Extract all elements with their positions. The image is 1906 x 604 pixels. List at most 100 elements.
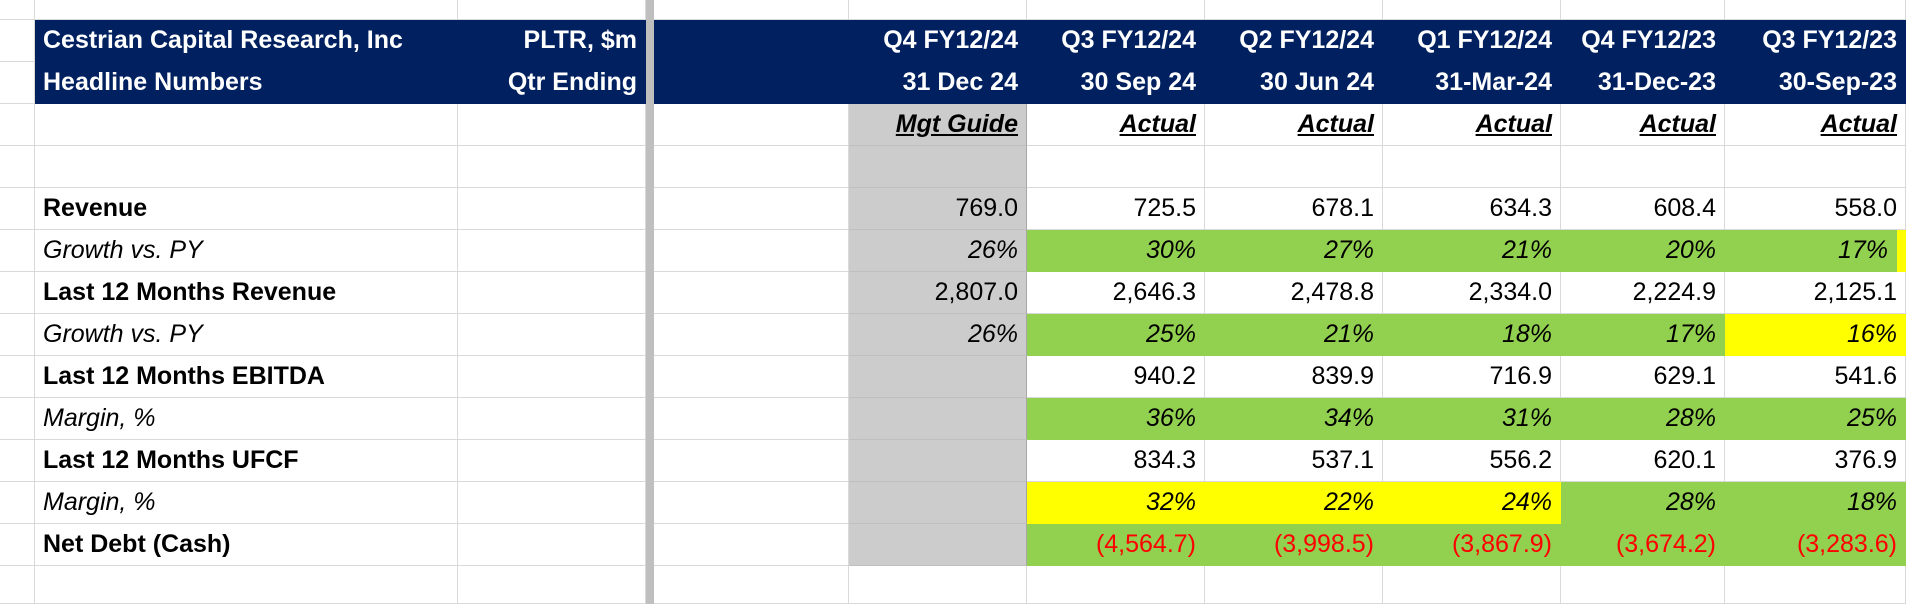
col-kind-2[interactable]: Actual [1027,104,1205,146]
col-kind-6[interactable]: Actual [1725,104,1906,146]
value-cell[interactable]: 30% [1027,230,1205,272]
value-cell[interactable]: 32% [1027,482,1205,524]
cell-blank[interactable] [458,440,646,482]
cell-blank[interactable] [1205,146,1383,188]
col-quarter-1[interactable]: Q4 FY12/24 [849,20,1027,62]
cell-blank[interactable] [1205,566,1383,604]
cell-blank[interactable] [0,20,35,62]
row-label-ltm-ebitda[interactable]: Last 12 Months EBITDA [35,356,458,398]
qtr-ending-label[interactable]: Qtr Ending [458,62,646,104]
cell-blank[interactable] [0,566,35,604]
cell-blank[interactable] [35,146,458,188]
value-cell[interactable]: 537.1 [1205,440,1383,482]
value-cell[interactable]: 2,807.0 [849,272,1027,314]
col-date-6[interactable]: 30-Sep-23 [1725,62,1906,104]
col-date-4[interactable]: 31-Mar-24 [1383,62,1561,104]
cell-blank[interactable] [458,356,646,398]
cell-blank[interactable] [458,146,646,188]
col-kind-3[interactable]: Actual [1205,104,1383,146]
cell-blank[interactable] [458,398,646,440]
value-cell[interactable]: 716.9 [1383,356,1561,398]
cell-blank[interactable] [0,0,35,20]
cell-blank[interactable] [458,0,646,20]
cell-blank[interactable] [1561,0,1725,20]
cell-blank[interactable] [654,188,849,230]
col-date-3[interactable]: 30 Jun 24 [1205,62,1383,104]
cell-blank[interactable] [1205,0,1383,20]
cell-blank[interactable] [1725,0,1906,20]
cell-blank[interactable] [458,230,646,272]
row-label-ltm-revenue[interactable]: Last 12 Months Revenue [35,272,458,314]
cell-blank[interactable] [654,440,849,482]
value-cell[interactable]: 629.1 [1561,356,1725,398]
value-cell[interactable]: 541.6 [1725,356,1906,398]
value-cell[interactable]: (3,867.9) [1383,524,1561,566]
value-cell[interactable]: 2,646.3 [1027,272,1205,314]
cell-blank[interactable] [0,146,35,188]
sheet-subtitle[interactable]: Headline Numbers [35,62,458,104]
value-cell[interactable]: 17% [1725,230,1897,272]
value-cell[interactable]: 839.9 [1205,356,1383,398]
value-cell[interactable]: 940.2 [1027,356,1205,398]
value-cell[interactable]: 2,224.9 [1561,272,1725,314]
value-cell[interactable]: 2,334.0 [1383,272,1561,314]
highlight-cell[interactable] [1897,230,1906,272]
cell-blank[interactable] [1725,566,1906,604]
row-label-ebitda-margin[interactable]: Margin, % [35,398,458,440]
col-kind-5[interactable]: Actual [1561,104,1725,146]
value-cell[interactable]: 2,125.1 [1725,272,1906,314]
cell-blank[interactable] [458,566,646,604]
cell-blank[interactable] [35,0,458,20]
value-cell[interactable]: 20% [1561,230,1725,272]
col-date-2[interactable]: 30 Sep 24 [1027,62,1205,104]
cell-blank[interactable] [849,0,1027,20]
col-quarter-3[interactable]: Q2 FY12/24 [1205,20,1383,62]
row-label-ltm-growth[interactable]: Growth vs. PY [35,314,458,356]
col-date-1[interactable]: 31 Dec 24 [849,62,1027,104]
value-cell[interactable]: 834.3 [1027,440,1205,482]
col-quarter-2[interactable]: Q3 FY12/24 [1027,20,1205,62]
value-cell[interactable]: (3,283.6) [1725,524,1906,566]
value-cell[interactable]: (4,564.7) [1027,524,1205,566]
cell-blank[interactable] [458,524,646,566]
cell-blank[interactable] [0,188,35,230]
cell-blank[interactable] [0,230,35,272]
cell-blank[interactable] [0,398,35,440]
cell-blank[interactable] [654,146,849,188]
cell-blank[interactable] [0,356,35,398]
value-cell[interactable]: 725.5 [1027,188,1205,230]
value-cell[interactable]: 21% [1383,230,1561,272]
cell-blank[interactable] [1027,0,1205,20]
value-cell[interactable]: 620.1 [1561,440,1725,482]
cell-blank[interactable] [1561,146,1725,188]
cell-blank[interactable] [0,482,35,524]
cell-blank[interactable] [0,440,35,482]
cell-blank[interactable] [1725,146,1906,188]
cell-blank[interactable] [654,524,849,566]
cell-blank[interactable] [1027,566,1205,604]
cell-blank[interactable] [849,566,1027,604]
value-cell[interactable]: 678.1 [1205,188,1383,230]
cell-blank[interactable] [1561,566,1725,604]
cell-blank[interactable] [1027,146,1205,188]
row-label-net-debt[interactable]: Net Debt (Cash) [35,524,458,566]
cell-blank[interactable] [458,104,646,146]
cell-blank[interactable] [0,524,35,566]
cell-blank[interactable] [654,230,849,272]
cell-blank[interactable] [0,314,35,356]
cell-blank[interactable] [1383,146,1561,188]
cell-blank[interactable] [654,566,849,604]
value-cell[interactable]: 26% [849,230,1027,272]
cell-blank[interactable] [654,356,849,398]
col-quarter-4[interactable]: Q1 FY12/24 [1383,20,1561,62]
value-cell[interactable]: 558.0 [1725,188,1906,230]
value-cell[interactable] [849,440,1027,482]
cell-blank[interactable] [654,482,849,524]
cell-blank[interactable] [1383,0,1561,20]
value-cell[interactable]: 17% [1561,314,1725,356]
value-cell[interactable]: 608.4 [1561,188,1725,230]
cell-blank[interactable] [458,482,646,524]
ticker-label[interactable]: PLTR, $m [458,20,646,62]
value-cell[interactable] [849,524,1027,566]
row-label-ltm-ufcf[interactable]: Last 12 Months UFCF [35,440,458,482]
